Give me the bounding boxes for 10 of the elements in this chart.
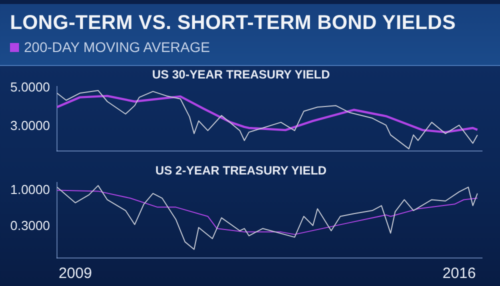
y-tick-label: 1.0000 <box>10 182 50 197</box>
x-tick-label: 2009 <box>58 265 92 282</box>
chart-subtitle: US 30-YEAR TREASURY YIELD <box>152 68 330 82</box>
chart-title: LONG-TERM VS. SHORT-TERM BOND YIELDS <box>10 12 457 35</box>
y-tick-label: 0.3000 <box>10 218 50 234</box>
y-tick-label: 5.0000 <box>10 79 50 94</box>
chart-title: US 2-YEAR TREASURY YIELD <box>155 164 327 178</box>
legend-label: 200-DAY MOVING AVERAGE <box>23 39 210 55</box>
x-tick-label: 2016 <box>442 265 476 282</box>
y-tick-label: 3.0000 <box>10 118 50 133</box>
